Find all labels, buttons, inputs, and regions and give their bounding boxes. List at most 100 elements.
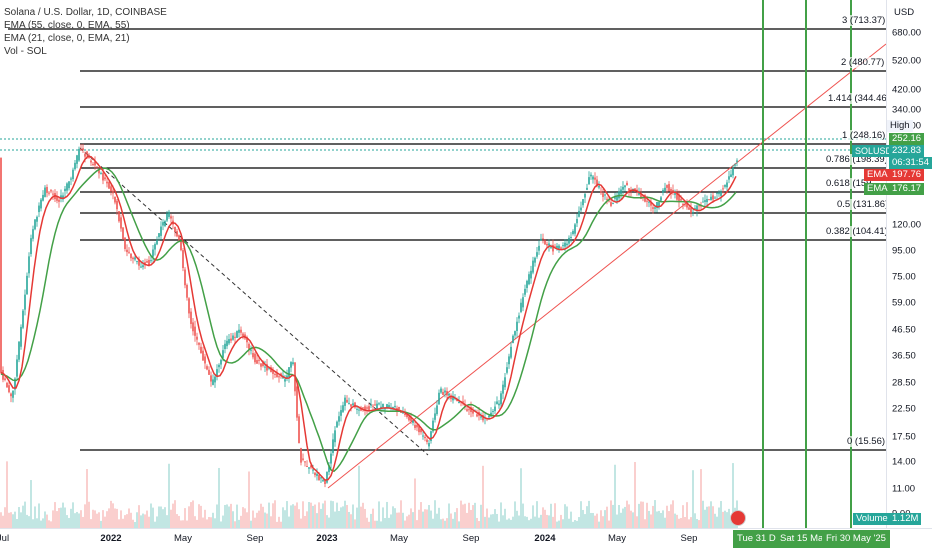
countdown-tag: 06:31:54 bbox=[889, 157, 932, 169]
candle-body bbox=[150, 260, 152, 262]
candle-body bbox=[698, 205, 700, 207]
volume-bar bbox=[86, 469, 88, 528]
time-axis[interactable] bbox=[0, 528, 932, 551]
volume-bar bbox=[280, 521, 282, 528]
volume-bar bbox=[40, 520, 42, 528]
candle-body bbox=[422, 435, 424, 437]
candle-body bbox=[544, 240, 546, 245]
us-flag-icon[interactable] bbox=[730, 510, 746, 526]
candle-body bbox=[64, 188, 66, 192]
candle-body bbox=[554, 246, 556, 248]
candle-body bbox=[286, 375, 288, 379]
legend-volume[interactable]: Vol - SOL bbox=[4, 46, 47, 57]
candle-body bbox=[4, 378, 6, 380]
candle-body bbox=[394, 405, 396, 407]
volume-bar bbox=[374, 520, 376, 528]
candle-body bbox=[508, 356, 510, 365]
candle-body bbox=[614, 197, 616, 199]
volume-bar bbox=[72, 502, 74, 528]
candle-body bbox=[302, 458, 304, 460]
candle-body bbox=[66, 183, 68, 191]
volume-bar bbox=[74, 513, 76, 528]
price-axis[interactable] bbox=[886, 0, 932, 528]
candle-body bbox=[408, 416, 410, 421]
time-tick: Sep bbox=[462, 533, 480, 544]
price-tick: 14.00 bbox=[892, 456, 916, 468]
volume-bar bbox=[386, 501, 388, 528]
volume-bar bbox=[678, 518, 680, 528]
candle-body bbox=[430, 431, 432, 442]
price-tick: 680.00 bbox=[892, 27, 922, 39]
volume-bar bbox=[434, 500, 436, 528]
candle-body bbox=[184, 269, 186, 286]
volume-bar bbox=[412, 512, 414, 528]
volume-bar bbox=[422, 511, 424, 528]
price-tick: 95.00 bbox=[892, 245, 916, 257]
volume-bar bbox=[238, 519, 240, 528]
candle-body bbox=[378, 403, 380, 405]
volume-bar bbox=[366, 517, 368, 528]
volume-bar bbox=[574, 520, 576, 528]
volume-bar bbox=[308, 501, 310, 528]
legend-title: Solana / U.S. Dollar, 1D, COINBASE bbox=[4, 7, 167, 18]
volume-bar bbox=[378, 501, 380, 528]
candle-body bbox=[258, 359, 260, 361]
candle-body bbox=[714, 197, 716, 199]
ema-red-value: 197.76 bbox=[889, 169, 925, 181]
candle-body bbox=[382, 403, 384, 408]
candle-body bbox=[358, 409, 360, 411]
volume-bar bbox=[130, 512, 132, 528]
volume-bar bbox=[528, 520, 530, 528]
volume-bar bbox=[692, 470, 694, 528]
candle-body bbox=[692, 211, 694, 213]
volume-bar bbox=[360, 506, 362, 528]
volume-bar bbox=[240, 515, 242, 528]
volume-bar bbox=[234, 521, 236, 528]
candle-body bbox=[306, 466, 308, 468]
volume-bar bbox=[278, 516, 280, 528]
candle-body bbox=[636, 189, 638, 191]
candle-body bbox=[76, 155, 78, 164]
volume-bar bbox=[676, 514, 678, 528]
price-tick: 120.00 bbox=[892, 219, 922, 231]
candle-body bbox=[424, 436, 426, 439]
fib-level-label: 0 (15.56) bbox=[847, 436, 886, 447]
candle-body bbox=[572, 231, 574, 235]
candle-body bbox=[524, 288, 526, 295]
candle-body bbox=[432, 420, 434, 432]
volume-bar bbox=[582, 509, 584, 528]
time-tick: 2022 bbox=[100, 533, 122, 544]
volume-bar bbox=[14, 511, 16, 528]
volume-bar bbox=[724, 510, 726, 528]
volume-bar bbox=[90, 519, 92, 528]
volume-bar bbox=[718, 507, 720, 528]
legend-ema55[interactable]: EMA (55, close, 0, EMA, 55) bbox=[4, 20, 130, 31]
candle-body bbox=[274, 373, 276, 375]
candle-body bbox=[696, 205, 698, 211]
volume-bar bbox=[594, 515, 596, 528]
candle-body bbox=[612, 202, 614, 204]
volume-bar bbox=[6, 461, 8, 528]
candle-body bbox=[710, 196, 712, 201]
legend-ema21[interactable]: EMA (21, close, 0, EMA, 21) bbox=[4, 33, 130, 44]
volume-bar bbox=[284, 510, 286, 528]
candle-body bbox=[122, 227, 124, 240]
currency-label[interactable]: USD bbox=[894, 7, 915, 18]
volume-bar bbox=[260, 503, 262, 528]
candle-body bbox=[706, 199, 708, 203]
volume-bar bbox=[480, 504, 482, 528]
volume-bar bbox=[514, 501, 516, 528]
candle-body bbox=[222, 350, 224, 358]
volume-bar bbox=[110, 500, 112, 528]
volume-bar bbox=[328, 517, 330, 528]
volume-bar bbox=[700, 469, 702, 528]
volume-bar bbox=[572, 521, 574, 528]
candle-body bbox=[160, 226, 162, 236]
price-tick: 17.50 bbox=[892, 431, 916, 443]
volume-bar bbox=[522, 503, 524, 528]
candle-body bbox=[398, 406, 400, 410]
volume-bar bbox=[464, 503, 466, 528]
candle-body bbox=[30, 238, 32, 255]
candle-body bbox=[684, 204, 686, 206]
